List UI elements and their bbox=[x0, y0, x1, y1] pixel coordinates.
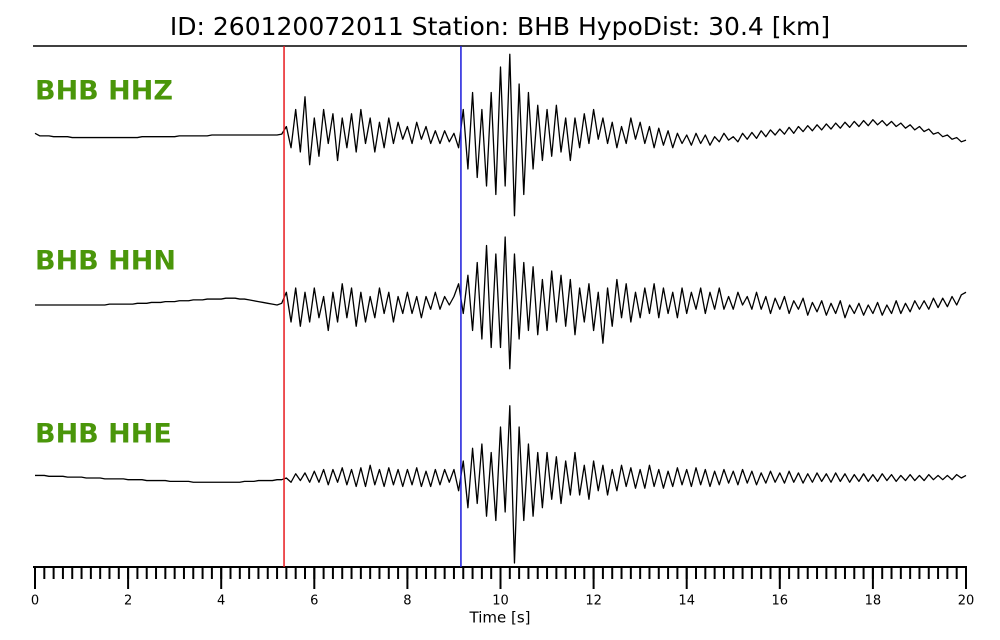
x-tick-label: 6 bbox=[310, 594, 318, 609]
x-tick-label: 4 bbox=[217, 594, 225, 609]
waveform bbox=[34, 53, 967, 217]
trace-label: BHB HHZ bbox=[35, 76, 173, 107]
x-tick-label: 18 bbox=[865, 594, 882, 609]
waveform bbox=[35, 236, 967, 370]
chart-title: ID: 260120072011 Station: BHB HypoDist: … bbox=[170, 12, 830, 41]
x-tick-label: 0 bbox=[31, 594, 39, 609]
trace-label: BHB HHN bbox=[35, 246, 176, 277]
waveform bbox=[35, 405, 967, 564]
x-tick-label: 20 bbox=[958, 594, 975, 609]
x-tick-label: 2 bbox=[124, 594, 132, 609]
x-axis-label: Time [s] bbox=[469, 609, 531, 627]
x-tick-label: 8 bbox=[403, 594, 411, 609]
x-tick-label: 12 bbox=[585, 594, 602, 609]
x-tick-label: 14 bbox=[678, 594, 695, 609]
trace-label: BHB HHE bbox=[35, 419, 172, 450]
x-tick-label: 16 bbox=[772, 594, 789, 609]
x-tick-label: 10 bbox=[492, 594, 509, 609]
